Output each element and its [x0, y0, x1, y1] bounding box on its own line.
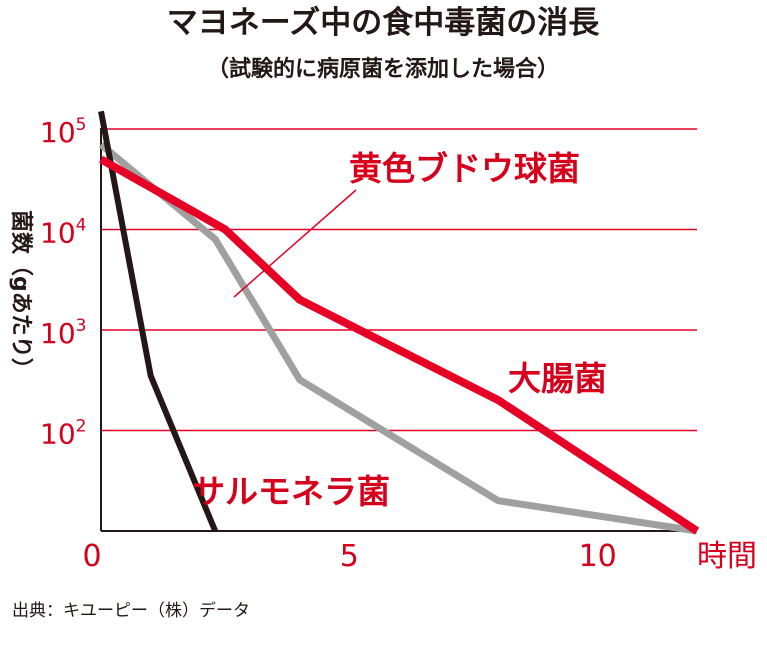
- series-lines: [98, 110, 700, 535]
- series-line-salmonella: [98, 110, 218, 533]
- y-tick-labels: 105 104 103 102: [40, 115, 86, 451]
- y-axis-label: 菌数（gあたり）: [8, 210, 34, 380]
- staph-leader-line: [233, 189, 357, 298]
- y-tick-label: 105: [40, 115, 86, 149]
- y-tick-label: 104: [40, 216, 86, 250]
- series-line-staphylococcus: [99, 155, 700, 535]
- series-line-e-coli: [98, 141, 698, 535]
- x-axis-label: 時間: [697, 539, 757, 574]
- label-staphylococcus: 黄色ブドウ球菌: [349, 149, 580, 188]
- x-tick-labels: 0 5 10: [82, 539, 616, 574]
- label-salmonella: サルモネラ菌: [192, 472, 390, 511]
- x-tick-label: 0: [82, 539, 101, 574]
- chart-title: マヨネーズ中の食中毒菌の消長: [167, 5, 600, 41]
- source-note: 出典：キユーピー（株）データ: [12, 600, 250, 621]
- x-tick-label: 10: [579, 539, 617, 574]
- chart-subtitle: （試験的に病原菌を添加した場合）: [207, 56, 559, 82]
- label-e-coli: 大腸菌: [508, 359, 607, 398]
- y-tick-label: 103: [40, 316, 86, 350]
- x-tick-label: 5: [340, 539, 359, 574]
- y-tick-label: 102: [40, 417, 86, 451]
